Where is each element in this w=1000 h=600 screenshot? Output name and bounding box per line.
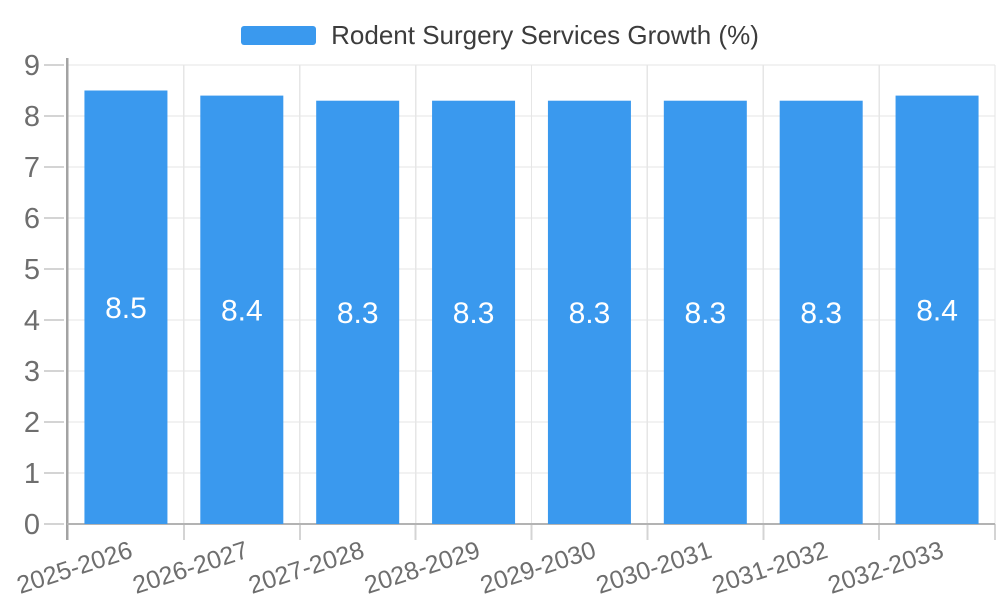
x-axis-tick-label: 2025-2026 <box>13 536 135 600</box>
y-axis-tick-label: 5 <box>24 254 40 286</box>
y-axis-tick-label: 1 <box>24 458 40 490</box>
bar-value-label: 8.5 <box>105 292 147 325</box>
bar-value-label: 8.3 <box>337 297 379 330</box>
legend-color-swatch <box>241 25 317 45</box>
bar-2025-2026[interactable] <box>84 90 168 525</box>
x-axis-tick-label: 2031-2032 <box>709 536 831 600</box>
x-axis-tick-label: 2030-2031 <box>593 536 715 600</box>
y-axis-tick-label: 4 <box>24 305 40 337</box>
bar-2026-2027[interactable] <box>200 95 284 524</box>
y-axis-tick-label: 7 <box>24 152 40 184</box>
bar-2030-2031[interactable] <box>663 100 747 524</box>
y-axis-tick-label: 9 <box>24 50 40 82</box>
bar-2029-2030[interactable] <box>547 100 631 524</box>
x-axis-tick-label: 2032-2033 <box>825 536 947 600</box>
bar-value-label: 8.3 <box>800 297 842 330</box>
bar-value-label: 8.4 <box>221 294 263 327</box>
x-axis-tick-label: 2029-2030 <box>477 536 599 600</box>
bar-value-label: 8.4 <box>916 294 958 327</box>
y-axis-tick-label: 0 <box>24 509 40 541</box>
y-axis-tick-label: 8 <box>24 101 40 133</box>
bar-2027-2028[interactable] <box>316 100 400 524</box>
legend-label: Rodent Surgery Services Growth (%) <box>331 20 759 50</box>
y-axis-tick-label: 3 <box>24 356 40 388</box>
x-axis-tick-label: 2026-2027 <box>129 536 251 600</box>
x-axis-tick-label: 2027-2028 <box>245 536 367 600</box>
y-axis-tick-label: 6 <box>24 203 40 235</box>
bar-2032-2033[interactable] <box>895 95 979 524</box>
bar-2028-2029[interactable] <box>432 100 516 524</box>
bar-2031-2032[interactable] <box>779 100 863 524</box>
x-axis-tick-label: 2028-2029 <box>361 536 483 600</box>
bar-value-label: 8.3 <box>684 297 726 330</box>
y-axis-tick-label: 2 <box>24 407 40 439</box>
bar-value-label: 8.3 <box>453 297 495 330</box>
chart-legend-item[interactable]: Rodent Surgery Services Growth (%) <box>0 21 1000 49</box>
bar-value-label: 8.3 <box>569 297 611 330</box>
